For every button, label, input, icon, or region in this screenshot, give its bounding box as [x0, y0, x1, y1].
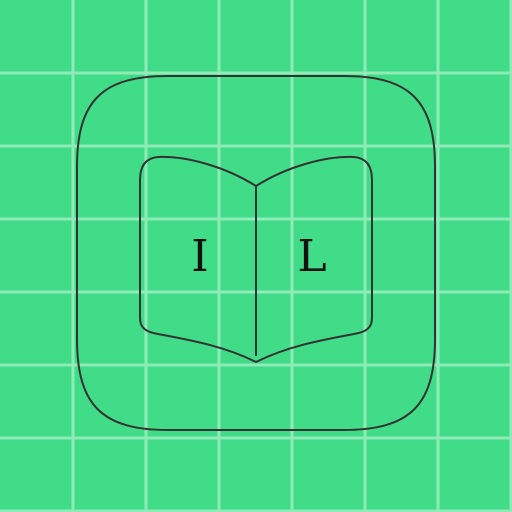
- open-book-icon: [139, 155, 373, 364]
- right-page-letter: L: [297, 231, 326, 282]
- book-cover-outline: [139, 155, 373, 364]
- left-page-letter: I: [191, 231, 208, 282]
- rounded-square-frame: [76, 75, 436, 431]
